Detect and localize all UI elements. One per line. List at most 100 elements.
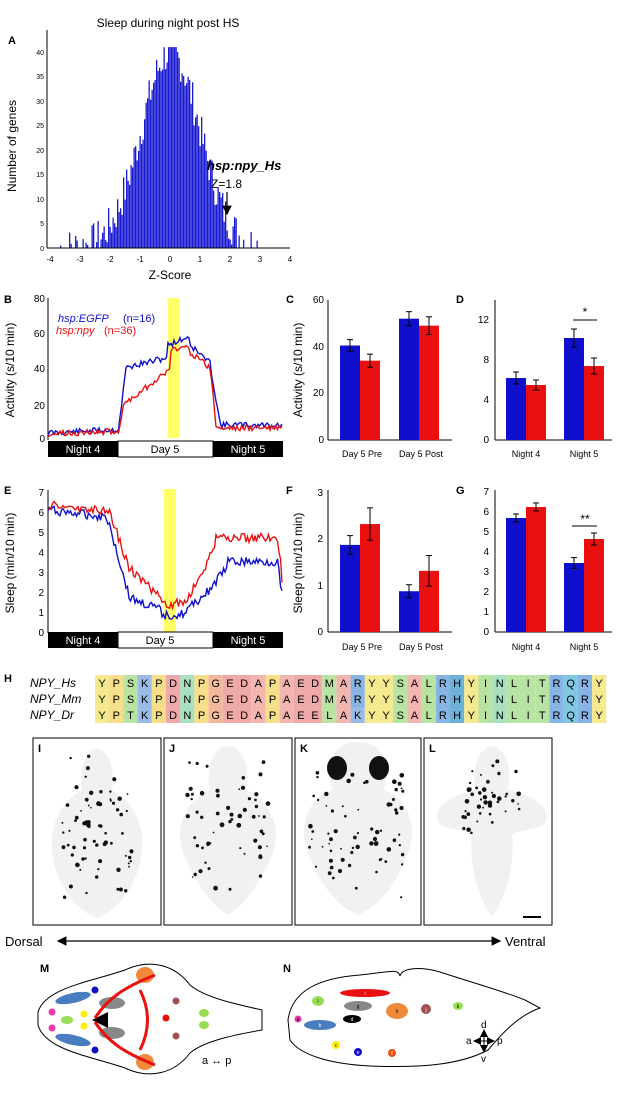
- bar-C-1-0: [360, 360, 380, 440]
- neuron-dot: [470, 792, 475, 797]
- histogram-bar: [148, 80, 150, 248]
- neuron-dot: [350, 772, 355, 777]
- legend-egfp: hsp:EGFP: [58, 313, 109, 325]
- egfp-sleep-trace: [47, 505, 283, 620]
- neuron-dot: [478, 812, 482, 815]
- residue-cell: [492, 707, 507, 723]
- neuron-dot: [82, 846, 87, 850]
- residue-cell: [506, 707, 521, 723]
- neuron-dot: [80, 810, 82, 812]
- histogram-bar: [85, 242, 87, 248]
- region-b: [304, 1020, 336, 1030]
- residue-letter: Q: [566, 710, 575, 722]
- dot-label: j: [424, 1007, 426, 1013]
- neuron-dot: [201, 846, 204, 850]
- residue-letter: E: [226, 710, 233, 722]
- brain-outline-lateral: [287, 968, 542, 1068]
- neuron-dot: [193, 836, 197, 840]
- neuron-dot: [481, 787, 487, 792]
- neuron-dot: [346, 778, 352, 784]
- x-tick: 4: [288, 255, 293, 264]
- y-tick: 2: [317, 534, 323, 545]
- residue-letter: A: [411, 710, 419, 722]
- histogram-bar: [223, 221, 225, 248]
- histogram-bar: [228, 238, 230, 248]
- neuron-dot: [347, 863, 352, 868]
- residue-cell: [421, 691, 436, 707]
- histogram-bar: [139, 136, 141, 248]
- neuron-dot: [258, 854, 263, 860]
- region-e: [354, 1048, 362, 1056]
- y-tick: 1: [38, 608, 44, 619]
- residue-letter: A: [340, 694, 348, 706]
- neuron-dot: [378, 858, 382, 862]
- legend-egfp-n: (n=16): [123, 313, 155, 325]
- residue-letter: S: [127, 678, 134, 690]
- region-red-tract: [340, 989, 390, 997]
- residue-cell: [336, 707, 351, 723]
- neuron-dot: [118, 887, 123, 892]
- histogram-bar: [76, 240, 78, 248]
- residue-letter: T: [539, 694, 546, 706]
- residue-letter: Q: [566, 694, 575, 706]
- neuron-dot: [236, 822, 242, 828]
- neuron-dot: [258, 815, 260, 817]
- x-tick: Night 4: [512, 642, 541, 652]
- residue-letter: E: [311, 710, 318, 722]
- neuron-dot: [87, 804, 90, 807]
- residue-cell: [350, 691, 365, 707]
- histogram-bar: [199, 146, 201, 248]
- x-tick: 1: [198, 255, 203, 264]
- neuron-dot: [476, 804, 482, 809]
- residue-letter: E: [297, 678, 304, 690]
- y-tick: 7: [38, 488, 44, 499]
- residue-letter: A: [283, 678, 291, 690]
- residue-cell: [308, 675, 323, 691]
- neuron-dot: [193, 872, 197, 877]
- histogram-bar: [225, 201, 227, 248]
- neuron-cluster: [327, 756, 347, 780]
- histogram-bar: [106, 242, 108, 248]
- neuron-dot: [354, 886, 358, 890]
- residue-letter: P: [155, 694, 162, 706]
- histogram-bar: [229, 239, 231, 248]
- neuron-dot: [384, 860, 388, 863]
- y-tick: 6: [483, 507, 489, 518]
- residue-cell: [407, 691, 422, 707]
- labeled-neurons: [185, 760, 271, 891]
- neuron-dot: [92, 839, 96, 843]
- residue-cell: [208, 675, 223, 691]
- residue-cell: [137, 691, 152, 707]
- residue-cell: [521, 675, 536, 691]
- annotation-gene: hsp:npy_Hs: [207, 158, 281, 173]
- histogram-bar: [217, 187, 219, 248]
- residue-letter: M: [325, 678, 334, 690]
- neuron-dot: [83, 837, 87, 842]
- residue-letter: E: [226, 678, 233, 690]
- y-tick: 8: [483, 355, 489, 366]
- annotation-z: Z=1.8: [211, 177, 242, 191]
- residue-cell: [563, 707, 578, 723]
- residue-letter: P: [198, 694, 205, 706]
- residue-letter: R: [439, 678, 447, 690]
- neuron-dot: [329, 837, 333, 842]
- neuron-dot: [126, 793, 129, 795]
- neuron-dot: [87, 754, 91, 758]
- neuron-dot: [109, 799, 112, 802]
- residue-letter: P: [269, 694, 276, 706]
- histogram-bar: [192, 82, 194, 249]
- region-brown: [172, 997, 180, 1005]
- residue-letter: Y: [368, 710, 376, 722]
- neuron-dot: [497, 796, 502, 801]
- histogram-bar: [214, 204, 216, 248]
- region-magenta: [48, 1024, 56, 1032]
- neuron-dot: [215, 811, 220, 816]
- residue-letter: D: [311, 678, 319, 690]
- bar-F-0-1: [399, 591, 419, 632]
- histogram-bar: [207, 161, 209, 248]
- dorsal-ventral-axis: Dorsal Ventral: [5, 934, 546, 949]
- neuron-dot: [98, 824, 101, 828]
- residue-letter: E: [297, 694, 304, 706]
- bar-D-0-0: [506, 378, 526, 440]
- neuron-dot: [103, 840, 109, 845]
